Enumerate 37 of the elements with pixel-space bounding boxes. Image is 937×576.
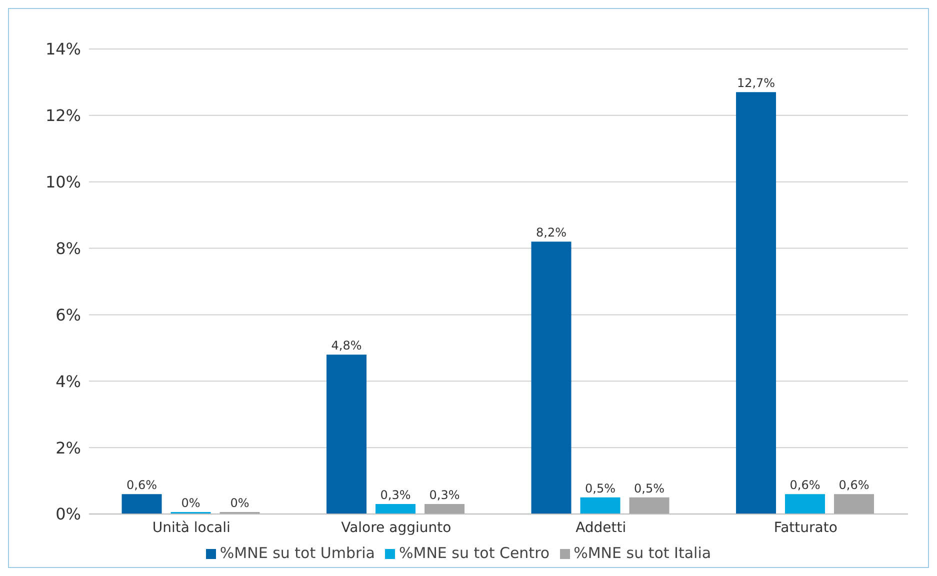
bar xyxy=(736,92,776,514)
legend-label: %MNE su tot Centro xyxy=(399,544,550,562)
bar xyxy=(326,354,367,514)
y-tick-label: 12% xyxy=(45,106,81,126)
data-label: 4,8% xyxy=(331,338,362,353)
bar xyxy=(424,504,465,514)
y-tick-label: 8% xyxy=(56,238,81,258)
bar xyxy=(785,494,826,514)
x-tick-label: Addetti xyxy=(576,520,626,536)
data-label: 0,3% xyxy=(380,488,411,502)
data-label: 8,2% xyxy=(536,226,567,240)
bar xyxy=(531,242,572,514)
data-label: 0,6% xyxy=(790,478,820,492)
data-label: 0% xyxy=(181,496,200,510)
data-label: 0,6% xyxy=(126,478,158,492)
y-tick-label: 14% xyxy=(45,40,81,59)
bar xyxy=(629,497,670,514)
x-tick-label: Fatturato xyxy=(774,520,838,536)
bar xyxy=(834,494,874,514)
y-tick-label: 4% xyxy=(56,372,81,391)
data-label: 0% xyxy=(230,496,250,510)
y-tick-label: 10% xyxy=(45,172,81,192)
data-label: 12,7% xyxy=(736,76,776,90)
legend-label: %MNE su tot Umbria xyxy=(220,544,376,562)
data-label: 0,3% xyxy=(429,488,460,502)
bar xyxy=(376,504,416,514)
bar xyxy=(122,494,162,514)
data-label: 0,5% xyxy=(585,481,616,496)
data-label: 0,6% xyxy=(838,478,870,492)
data-label: 0,5% xyxy=(634,481,665,496)
y-tick-label: 6% xyxy=(56,305,81,324)
bar xyxy=(580,497,620,514)
x-tick-label: Unità locali xyxy=(152,520,230,536)
x-tick-label: Valore aggiunto xyxy=(341,520,452,536)
legend-label: %MNE su tot Italia xyxy=(574,544,712,562)
y-tick-label: 2% xyxy=(56,438,81,458)
y-tick-label: 0% xyxy=(56,504,81,524)
